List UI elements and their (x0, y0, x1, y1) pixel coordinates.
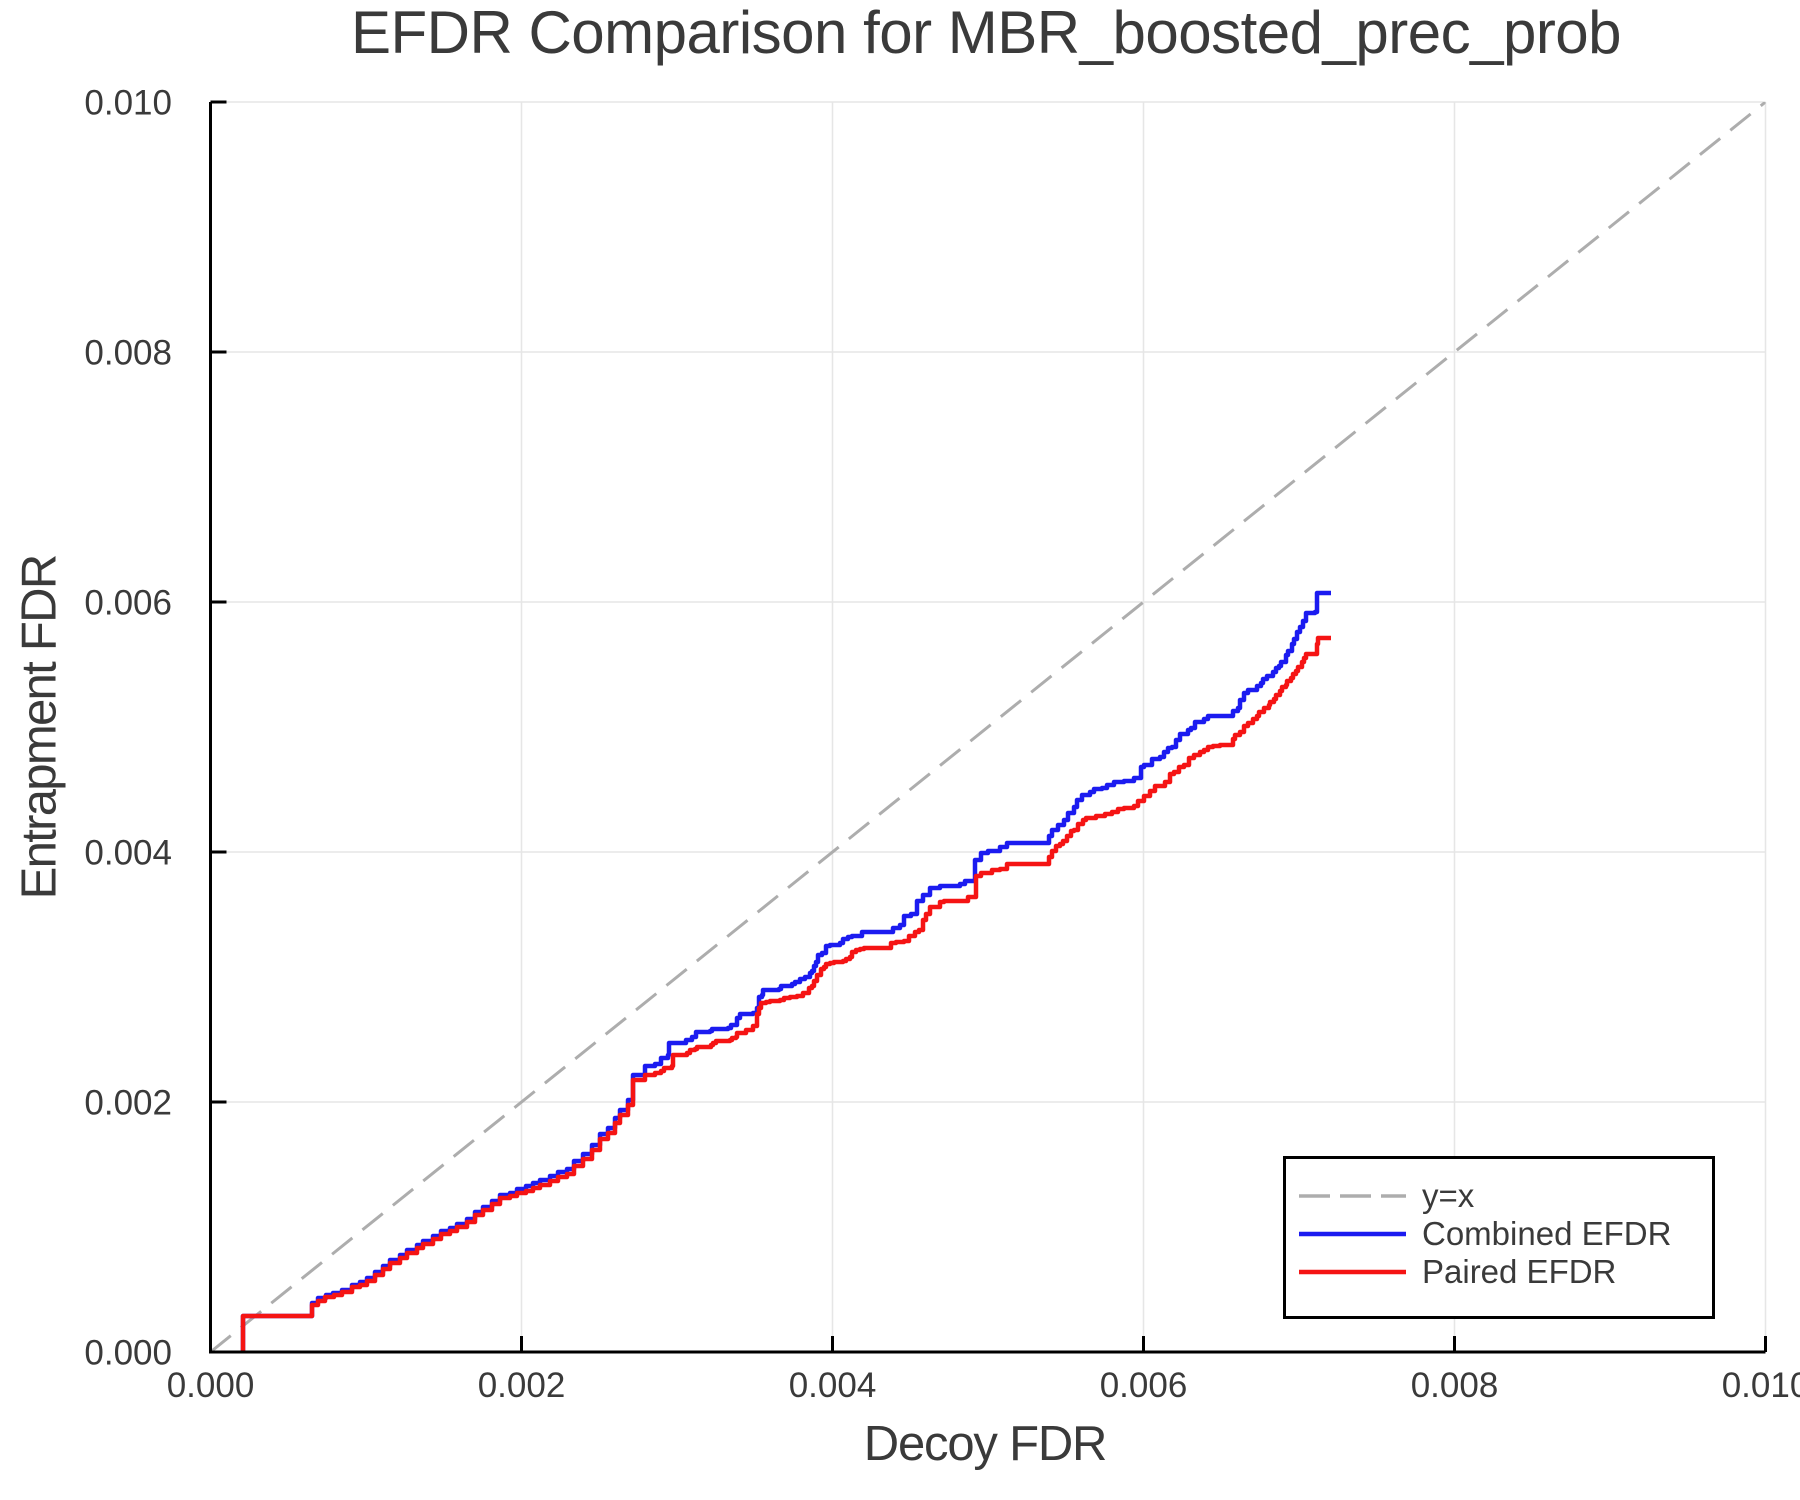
svg-text:Combined EFDR: Combined EFDR (1422, 1215, 1671, 1252)
svg-text:0.000: 0.000 (84, 1334, 172, 1373)
svg-text:0.004: 0.004 (789, 1366, 877, 1405)
svg-text:Decoy FDR: Decoy FDR (864, 1417, 1106, 1471)
svg-text:0.002: 0.002 (84, 1084, 172, 1123)
svg-text:0.008: 0.008 (84, 334, 172, 373)
svg-text:0.006: 0.006 (1100, 1366, 1188, 1405)
svg-text:EFDR Comparison for MBR_booste: EFDR Comparison for MBR_boosted_prec_pro… (351, 0, 1621, 66)
svg-text:Paired EFDR: Paired EFDR (1422, 1253, 1616, 1290)
svg-text:0.004: 0.004 (84, 834, 172, 873)
svg-text:Entrapment FDR: Entrapment FDR (13, 555, 67, 899)
svg-text:0.006: 0.006 (84, 584, 172, 623)
svg-text:0.008: 0.008 (1411, 1366, 1499, 1405)
svg-text:y=x: y=x (1422, 1177, 1475, 1214)
svg-text:0.002: 0.002 (478, 1366, 566, 1405)
svg-text:0.010: 0.010 (1722, 1366, 1800, 1405)
svg-text:0.000: 0.000 (167, 1366, 255, 1405)
svg-text:0.010: 0.010 (84, 84, 172, 123)
